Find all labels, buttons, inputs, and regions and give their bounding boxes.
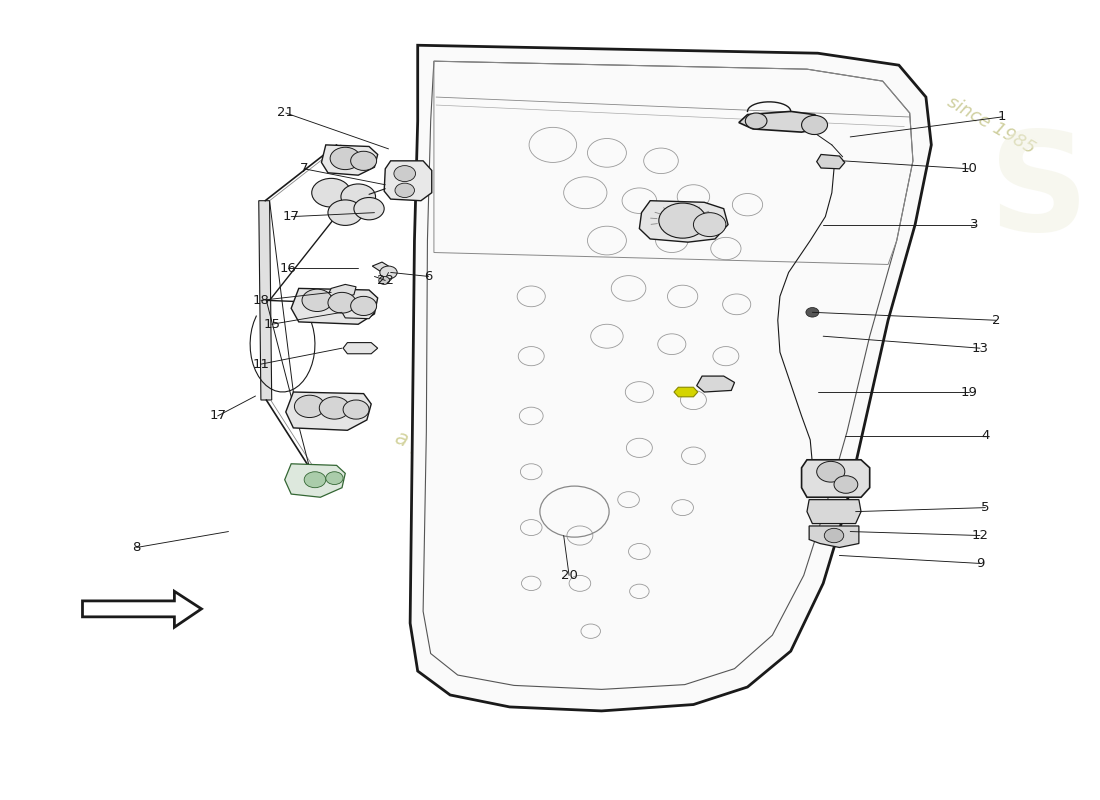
Text: 8: 8 — [132, 541, 141, 554]
Text: 10: 10 — [960, 162, 978, 175]
Text: 3: 3 — [970, 218, 979, 231]
Polygon shape — [739, 111, 823, 132]
Text: 4: 4 — [981, 430, 990, 442]
Circle shape — [802, 115, 827, 134]
Text: 2: 2 — [992, 314, 1001, 326]
Text: 22: 22 — [377, 274, 394, 287]
Circle shape — [693, 213, 726, 237]
Text: a passion for parts since 1985: a passion for parts since 1985 — [393, 427, 692, 564]
Text: 17: 17 — [209, 410, 227, 422]
Text: 5: 5 — [981, 501, 990, 514]
Polygon shape — [696, 376, 735, 392]
Circle shape — [343, 400, 368, 419]
Circle shape — [806, 307, 818, 317]
Polygon shape — [343, 342, 377, 354]
Polygon shape — [639, 201, 728, 242]
Text: 20: 20 — [561, 569, 578, 582]
Circle shape — [311, 178, 351, 207]
Polygon shape — [82, 591, 201, 627]
Circle shape — [351, 151, 376, 170]
Circle shape — [302, 289, 332, 311]
Circle shape — [326, 472, 343, 485]
Polygon shape — [328, 285, 356, 298]
Circle shape — [330, 147, 361, 170]
Text: 1: 1 — [998, 110, 1005, 123]
Circle shape — [295, 395, 324, 418]
Text: 21: 21 — [277, 106, 295, 119]
Circle shape — [319, 397, 350, 419]
Text: S: S — [990, 126, 1089, 260]
Circle shape — [351, 296, 376, 315]
Text: 18: 18 — [253, 294, 270, 307]
Text: 6: 6 — [425, 270, 432, 283]
Circle shape — [328, 292, 356, 313]
Polygon shape — [384, 161, 432, 201]
Circle shape — [746, 113, 767, 129]
Polygon shape — [258, 201, 272, 400]
Polygon shape — [816, 154, 845, 169]
Circle shape — [328, 200, 363, 226]
Circle shape — [354, 198, 384, 220]
Circle shape — [659, 203, 706, 238]
Text: 19: 19 — [960, 386, 978, 398]
Polygon shape — [286, 392, 371, 430]
Text: 13: 13 — [971, 342, 989, 354]
Text: 15: 15 — [263, 318, 280, 330]
Polygon shape — [810, 526, 859, 547]
Polygon shape — [321, 145, 377, 175]
Circle shape — [341, 184, 375, 210]
Polygon shape — [807, 500, 861, 523]
Text: 16: 16 — [279, 262, 296, 275]
Polygon shape — [674, 387, 697, 397]
Polygon shape — [372, 262, 388, 273]
Circle shape — [378, 277, 389, 285]
Text: 11: 11 — [252, 358, 270, 370]
Circle shape — [305, 472, 326, 488]
Text: since 1985: since 1985 — [944, 93, 1038, 158]
Circle shape — [824, 528, 844, 542]
Polygon shape — [285, 464, 345, 498]
Text: 17: 17 — [283, 210, 299, 223]
Text: 12: 12 — [971, 529, 989, 542]
Text: 9: 9 — [976, 557, 984, 570]
Circle shape — [834, 476, 858, 494]
Polygon shape — [342, 306, 374, 318]
Polygon shape — [802, 460, 870, 498]
Circle shape — [394, 166, 416, 182]
Polygon shape — [292, 288, 377, 324]
Circle shape — [379, 266, 397, 279]
Circle shape — [816, 462, 845, 482]
Circle shape — [395, 183, 415, 198]
Polygon shape — [410, 46, 932, 711]
Text: 7: 7 — [300, 162, 308, 175]
